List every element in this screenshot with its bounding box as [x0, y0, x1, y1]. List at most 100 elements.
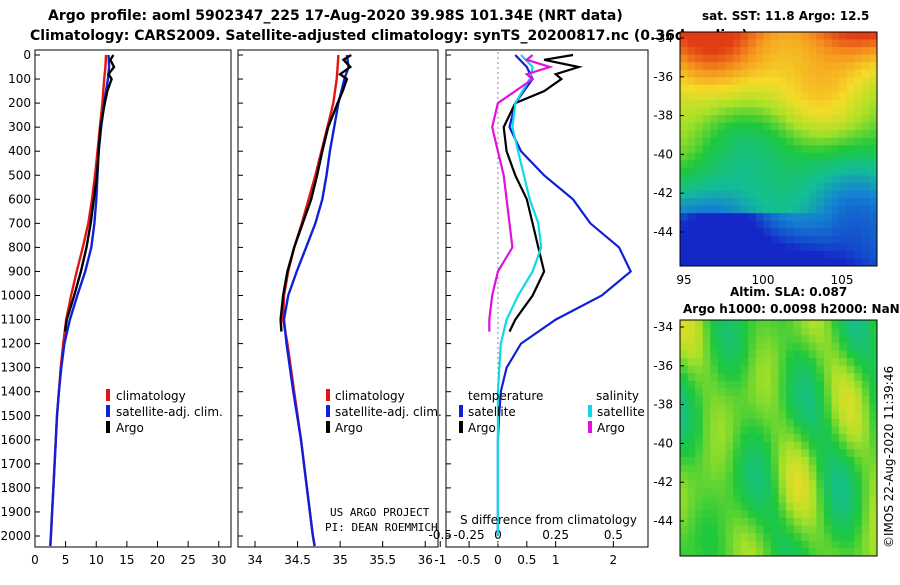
map-cell: [869, 441, 878, 450]
map-cell: [755, 47, 764, 56]
map-cell: [702, 380, 711, 389]
map-cell: [846, 250, 855, 259]
map-cell: [846, 130, 855, 139]
map-cell: [702, 396, 711, 405]
map-cell: [725, 258, 734, 267]
map-cell: [748, 396, 757, 405]
map-cell: [733, 380, 742, 389]
map-cell: [710, 145, 719, 154]
map-cell: [801, 502, 810, 511]
map-cell: [831, 213, 840, 222]
map-cell: [778, 502, 787, 511]
map-cell: [680, 350, 688, 359]
y-tick-label: 1200: [0, 337, 31, 351]
map-cell: [717, 152, 726, 161]
map-cell: [854, 457, 863, 466]
map-cell: [778, 320, 787, 329]
map-cell: [680, 472, 688, 481]
map-cell: [808, 175, 817, 184]
map-cell: [786, 388, 795, 397]
map-cell: [763, 152, 772, 161]
map-cell: [755, 130, 764, 139]
map-cell: [854, 525, 863, 534]
map-cell: [702, 62, 711, 71]
map-cell: [717, 77, 726, 86]
map-cell: [831, 449, 840, 458]
map-cell: [786, 62, 795, 71]
map-cell: [710, 457, 719, 466]
map-cell: [717, 84, 726, 93]
map-cell: [786, 449, 795, 458]
map-cell: [733, 495, 742, 504]
map-cell: [869, 380, 878, 389]
map-cell: [854, 115, 863, 123]
map-cell: [778, 39, 787, 48]
map-cell: [831, 533, 840, 542]
map-cell: [770, 533, 779, 542]
map-cell: [687, 92, 696, 101]
map-cell: [695, 190, 704, 199]
map-cell: [710, 205, 719, 214]
map-cell: [733, 350, 742, 359]
header-title: Argo profile: aoml 5902347_225 17-Aug-20…: [48, 8, 623, 24]
map-cell: [816, 525, 825, 534]
map-cell: [839, 373, 848, 382]
map-cell: [740, 32, 749, 40]
map-cell: [854, 327, 863, 336]
map-cell: [778, 167, 787, 176]
map-cell: [695, 403, 704, 412]
map-cell: [801, 457, 810, 466]
map-cell: [854, 472, 863, 481]
map-cell: [808, 243, 817, 252]
map-cell: [740, 205, 749, 214]
map-cell: [733, 540, 742, 549]
map-cell: [846, 335, 855, 344]
map-cell: [733, 182, 742, 191]
map-cell: [748, 540, 757, 549]
map-cell: [702, 434, 711, 443]
map-cell: [854, 69, 863, 78]
map-cell: [755, 205, 764, 214]
map-cell: [770, 479, 779, 488]
map-cell: [854, 122, 863, 131]
map-cell: [717, 243, 726, 252]
map-cell: [725, 205, 734, 214]
map-cell: [823, 464, 832, 473]
map-cell: [778, 342, 787, 351]
map-cell: [748, 418, 757, 427]
map-cell: [816, 99, 825, 108]
map-cell: [725, 464, 734, 473]
map-cell: [687, 160, 696, 169]
map-cell: [816, 122, 825, 131]
map-cell: [725, 510, 734, 519]
map-cell: [801, 396, 810, 405]
map-cell: [748, 342, 757, 351]
map-cell: [725, 548, 734, 557]
map-cell: [763, 327, 772, 336]
map-cell: [839, 396, 848, 405]
map-cell: [816, 54, 825, 63]
map-cell: [846, 175, 855, 184]
map-cell: [869, 517, 878, 526]
map-cell: [763, 235, 772, 244]
map-cell: [717, 175, 726, 184]
map-cell: [687, 548, 696, 557]
map-cell: [839, 320, 848, 329]
map-cell: [725, 32, 734, 40]
map-cell: [831, 350, 840, 359]
map-cell: [695, 418, 704, 427]
map-cell: [786, 99, 795, 108]
map-cell: [839, 388, 848, 397]
map-cell: [740, 403, 749, 412]
map-cell: [793, 243, 802, 252]
map-cell: [710, 396, 719, 405]
map-cell: [823, 487, 832, 496]
map-cell: [740, 434, 749, 443]
map-cell: [770, 47, 779, 56]
map-cell: [680, 175, 688, 184]
map-cell: [687, 358, 696, 367]
map-cell: [755, 449, 764, 458]
map-cell: [710, 250, 719, 259]
map-cell: [846, 457, 855, 466]
map-cell: [687, 205, 696, 214]
